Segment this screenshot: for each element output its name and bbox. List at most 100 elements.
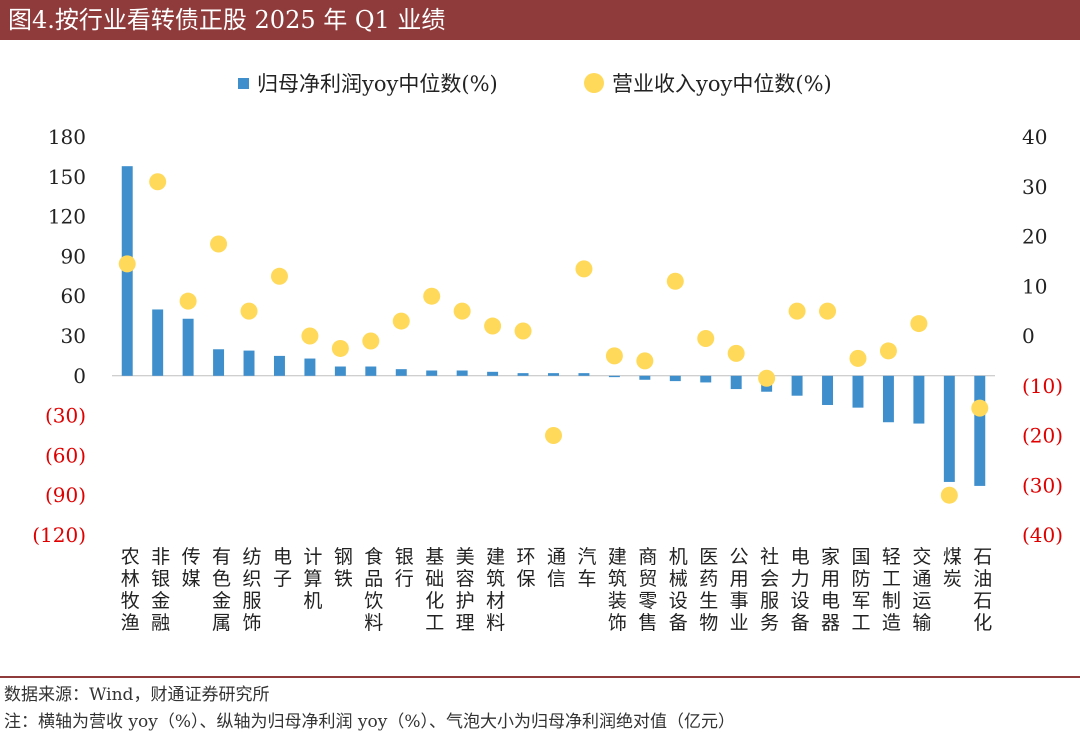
y-left-tick-label: (60) (45, 443, 86, 467)
x-category-label: 汽车 (577, 546, 596, 590)
bar-profit-yoy (548, 373, 559, 376)
y-left-tick-label: 60 (61, 284, 86, 308)
x-category-label: 环保 (517, 546, 536, 590)
x-category-label: 银行 (395, 546, 414, 590)
dot-revenue-yoy (149, 173, 167, 191)
x-category-label: 通信 (547, 546, 566, 590)
dot-revenue-yoy (727, 344, 745, 362)
bar-profit-yoy (487, 371, 499, 376)
bar-profit-yoy (669, 375, 681, 382)
dot-revenue-yoy (210, 235, 228, 253)
x-category-label: 电子 (273, 546, 292, 590)
y-left-tick-label: 0 (73, 364, 86, 388)
dot-revenue-yoy (636, 352, 654, 370)
bar-profit-yoy (304, 358, 316, 376)
dot-revenue-yoy (362, 332, 380, 350)
y-right-tick-label: (30) (1022, 473, 1063, 497)
x-category-label: 传媒 (182, 546, 201, 590)
dot-revenue-yoy (697, 329, 715, 347)
x-category-label: 基础化工 (425, 546, 444, 634)
bar-profit-yoy (182, 318, 194, 376)
x-category-label: 医药生物 (699, 546, 718, 634)
bar-profit-yoy (578, 373, 590, 376)
x-category-label: 商贸零售 (638, 546, 657, 634)
dot-revenue-yoy (331, 339, 349, 357)
y-left-tick-label: 180 (48, 125, 86, 149)
dot-revenue-yoy (392, 312, 410, 330)
x-category-label: 纺织服饰 (243, 546, 262, 634)
bar-profit-yoy (213, 349, 225, 376)
y-left-tick-label: 90 (61, 244, 86, 268)
y-left-tick-label: 30 (61, 324, 86, 348)
bar-profit-yoy (273, 355, 285, 376)
bar-profit-yoy (730, 375, 742, 390)
dot-revenue-yoy (666, 272, 684, 290)
x-category-label: 农林牧渔 (121, 546, 140, 634)
dot-revenue-yoy (879, 342, 897, 360)
dot-revenue-yoy (605, 347, 623, 365)
x-category-label: 建筑装饰 (608, 546, 627, 634)
dot-revenue-yoy (819, 302, 837, 320)
chart-legend: 归母净利润yoy中位数(%) 营业收入yoy中位数(%) (0, 68, 1080, 98)
y-left-tick-label: (120) (32, 523, 86, 547)
y-left-tick-label: (30) (45, 404, 86, 428)
y-right-tick-label: 0 (1022, 324, 1035, 348)
dot-revenue-yoy (423, 287, 441, 305)
x-category-label: 国防军工 (851, 546, 870, 634)
y-right-tick-label: 10 (1022, 274, 1047, 298)
dot-revenue-yoy (453, 302, 471, 320)
dot-revenue-yoy (758, 369, 776, 387)
x-category-label: 公用事业 (730, 546, 749, 634)
x-category-label: 交通运输 (912, 546, 931, 634)
bar-profit-yoy (395, 369, 407, 376)
bar-profit-yoy (334, 366, 346, 376)
y-left-tick-label: 150 (48, 165, 86, 189)
x-category-label: 煤炭 (943, 546, 962, 590)
dot-revenue-yoy (240, 302, 258, 320)
source-text: 数据来源：Wind，财通证券研究所 (4, 685, 270, 705)
x-category-label: 非银金融 (151, 546, 170, 634)
dot-revenue-yoy (179, 292, 197, 310)
y-right-tick-label: (20) (1022, 424, 1063, 448)
dot-revenue-yoy (575, 260, 593, 278)
legend-dot-swatch (584, 73, 604, 93)
bar-profit-yoy (882, 375, 894, 423)
legend-label-profit: 归母净利润yoy中位数(%) (257, 72, 498, 96)
y-right-tick-label: 30 (1022, 175, 1047, 199)
bar-profit-yoy (426, 370, 438, 376)
x-category-label: 电力设备 (791, 546, 810, 634)
y-right-tick-label: (40) (1022, 523, 1063, 547)
x-category-label: 建筑材料 (486, 546, 505, 634)
y-left-tick-label: (90) (45, 483, 86, 507)
bar-profit-yoy (822, 375, 834, 405)
bar-profit-yoy (517, 373, 529, 376)
dot-revenue-yoy (910, 315, 928, 333)
legend-bar-swatch (238, 77, 249, 89)
dot-revenue-yoy (940, 486, 958, 504)
page-title: 图4.按行业看转债正股 2025 年 Q1 业绩 (8, 6, 446, 34)
title-bar: 图4.按行业看转债正股 2025 年 Q1 业绩 (0, 0, 1080, 40)
bar-profit-yoy (852, 375, 864, 408)
bar-profit-yoy (700, 375, 712, 383)
bar-profit-yoy (365, 366, 377, 376)
y-right-tick-label: 40 (1022, 125, 1047, 149)
bar-profit-yoy (943, 375, 955, 482)
bar-profit-yoy (608, 375, 620, 378)
bar-profit-yoy (913, 375, 925, 424)
y-right-tick-label: (10) (1022, 374, 1063, 398)
dot-revenue-yoy (118, 255, 136, 273)
dot-revenue-yoy (788, 302, 806, 320)
x-category-label: 家用电器 (821, 546, 840, 634)
x-category-label: 美容护理 (456, 546, 475, 634)
dot-revenue-yoy (971, 399, 989, 417)
bar-profit-yoy (974, 375, 986, 486)
x-category-label: 钢铁 (334, 546, 353, 590)
note-text: 注：横轴为营收 yoy（%）、纵轴为归母净利润 yoy（%）、气泡大小为归母净利… (4, 712, 735, 732)
legend-label-revenue: 营业收入yoy中位数(%) (612, 72, 832, 96)
bar-profit-yoy (456, 370, 468, 376)
dot-revenue-yoy (270, 267, 288, 285)
x-category-label: 机械设备 (669, 546, 688, 634)
legend-item-revenue: 营业收入yoy中位数(%) (584, 68, 832, 98)
x-category-label: 石油石化 (973, 546, 992, 634)
